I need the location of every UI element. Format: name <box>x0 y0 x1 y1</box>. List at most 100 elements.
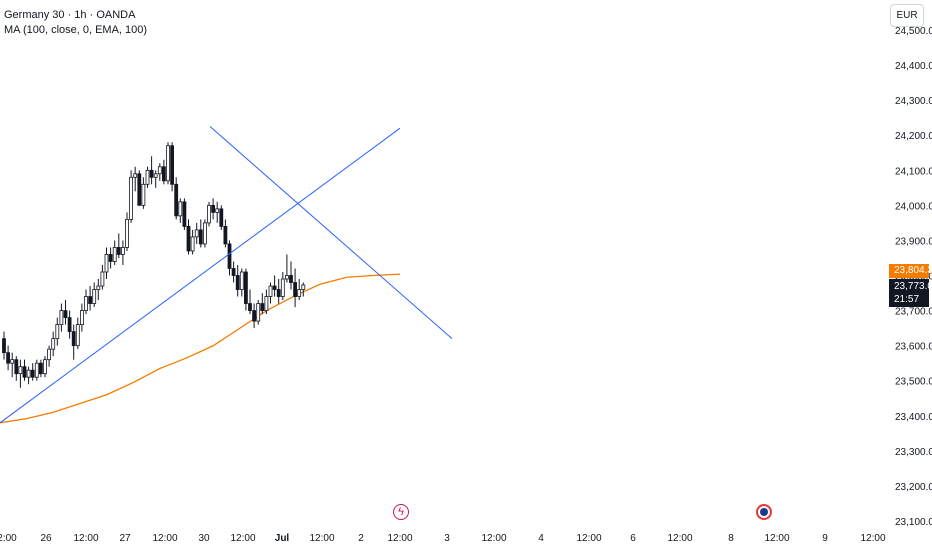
symbol-title[interactable]: Germany 30 · 1h · OANDA <box>4 9 136 21</box>
x-tick-label: 12:00 <box>481 533 506 544</box>
x-tick-label: 30 <box>198 533 210 544</box>
x-tick-label: 12:00 <box>860 533 885 544</box>
chart-legend: Germany 30 · 1h · OANDA MA (100, close, … <box>4 8 147 38</box>
candle-body <box>63 310 68 318</box>
last-price-value: 23,773.0 <box>894 281 932 292</box>
candle-body <box>256 303 261 322</box>
candle-body <box>51 338 56 350</box>
candle-body <box>125 218 129 248</box>
candle-body <box>22 366 27 378</box>
candle-body <box>43 359 47 375</box>
x-tick-label: 4 <box>538 533 544 544</box>
last-price-tag: 23,773.0 21:57 <box>889 279 932 307</box>
candle-body <box>112 247 117 262</box>
x-tick-label: 12:00 <box>764 533 789 544</box>
candle-body <box>248 303 252 311</box>
trendline-up <box>0 127 401 424</box>
candle-body <box>145 169 150 185</box>
x-tick-label: 8 <box>728 533 734 544</box>
x-tick-label: 12:00 <box>667 533 692 544</box>
flash-icon[interactable]: ϟ <box>393 504 409 520</box>
flag-icon[interactable] <box>756 504 772 520</box>
candle-body <box>215 208 220 213</box>
y-tick-label: 23,900.0 <box>895 236 932 247</box>
ma-price-tag: 23,804.3 <box>889 264 932 278</box>
candle-body <box>161 166 166 182</box>
candle-body <box>26 369 31 378</box>
candle-body <box>264 296 269 311</box>
candle-body <box>182 201 187 227</box>
ma-line <box>0 273 401 424</box>
candle-body <box>149 169 154 178</box>
candle-body <box>211 204 216 213</box>
candle-body <box>174 183 179 217</box>
candle-body <box>133 173 138 178</box>
candle-body <box>166 145 170 182</box>
candle-body <box>186 225 191 252</box>
candle-body <box>272 285 277 290</box>
trendline-down <box>209 126 453 340</box>
candle-body <box>88 296 92 304</box>
candle-body <box>67 317 72 333</box>
candle-body <box>80 310 84 326</box>
candle-body <box>18 366 23 375</box>
candle-body <box>47 348 51 361</box>
candle-body <box>284 275 289 280</box>
x-tick-label: 6 <box>630 533 636 544</box>
candle-body <box>243 271 248 304</box>
candle-body <box>10 359 15 364</box>
candle-body <box>178 201 183 217</box>
x-tick-label: 27 <box>119 533 131 544</box>
candle-body <box>153 173 158 178</box>
x-tick-label: 3 <box>444 533 450 544</box>
candle-body <box>14 359 19 375</box>
candle-body <box>96 285 101 290</box>
y-tick-label: 24,400.0 <box>895 61 932 72</box>
x-tick-label: 12:00 <box>576 533 601 544</box>
y-tick-label: 23,100.0 <box>895 517 932 528</box>
candle-body <box>108 254 113 262</box>
x-tick-label: 26 <box>40 533 52 544</box>
candle-body <box>235 275 240 290</box>
indicator-label[interactable]: MA (100, close, 0, EMA, 100) <box>4 24 148 36</box>
bar-countdown: 21:57 <box>894 294 920 305</box>
y-tick-label: 23,300.0 <box>895 447 932 458</box>
candle-body <box>104 254 109 273</box>
candle-body <box>2 338 6 354</box>
candle-body <box>297 289 302 297</box>
x-tick-label: 12:00 <box>152 533 177 544</box>
candle-body <box>39 362 43 375</box>
candle-body <box>34 362 39 378</box>
candle-body <box>268 285 273 297</box>
x-tick-label: Jul <box>275 533 290 544</box>
candle-body <box>207 204 211 224</box>
y-tick-label: 23,700.0 <box>895 307 932 318</box>
candle-body <box>280 278 285 297</box>
candle-body <box>170 145 175 185</box>
candle-body <box>194 229 199 238</box>
candle-body <box>289 275 293 283</box>
x-tick-label: 12:00 <box>309 533 334 544</box>
y-tick-label: 24,500.0 <box>895 26 932 37</box>
candle-body <box>121 247 125 255</box>
candle-body <box>157 166 162 175</box>
y-tick-label: 23,600.0 <box>895 342 932 353</box>
y-tick-label: 23,500.0 <box>895 377 932 388</box>
y-tick-label: 24,200.0 <box>895 131 932 142</box>
candle-body <box>141 183 146 206</box>
x-tick-label: 12:00 <box>387 533 412 544</box>
candle-body <box>231 268 236 276</box>
candle-body <box>190 236 195 252</box>
x-tick-label: 9 <box>822 533 828 544</box>
candle-body <box>92 289 97 304</box>
x-tick-label: 12:00 <box>73 533 98 544</box>
y-tick-label: 24,000.0 <box>895 201 932 212</box>
candle-body <box>260 303 265 311</box>
candle-body <box>100 271 105 287</box>
currency-button[interactable]: EUR <box>890 4 924 27</box>
candle-body <box>227 243 232 269</box>
y-tick-label: 24,100.0 <box>895 166 932 177</box>
candle-body <box>59 310 64 326</box>
x-tick-label: 12:00 <box>230 533 255 544</box>
